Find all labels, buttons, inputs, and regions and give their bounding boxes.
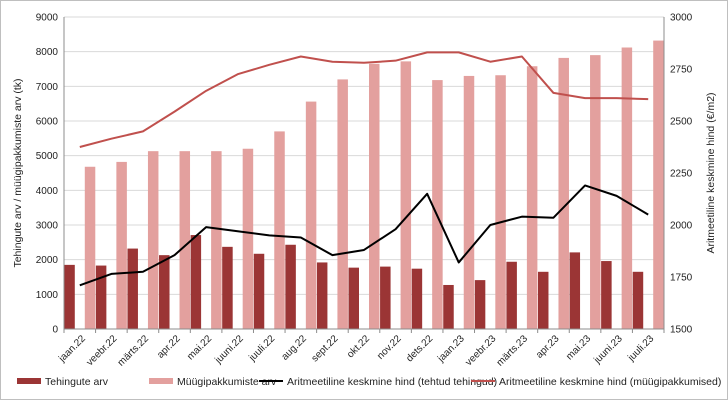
bar	[443, 284, 454, 329]
left-tick-label: 7000	[36, 82, 59, 93]
legend-swatch	[149, 378, 173, 384]
bar	[147, 151, 159, 329]
x-tick-label: juuni.23	[591, 333, 625, 367]
bar	[64, 264, 75, 329]
bar	[190, 235, 202, 329]
bar	[380, 266, 391, 329]
bar	[632, 271, 644, 329]
bar	[274, 131, 285, 329]
line-series	[79, 51, 649, 287]
bar-series	[64, 40, 664, 330]
x-tick-label: veebr.23	[464, 333, 499, 368]
left-tick-label: 1000	[36, 290, 59, 301]
bar	[316, 262, 328, 329]
bar	[432, 80, 443, 330]
bar	[369, 63, 380, 330]
right-tick-label: 3000	[670, 13, 693, 24]
left-tick-label: 6000	[36, 117, 59, 128]
right-tick-label: 1500	[670, 325, 693, 336]
legend-label: Müügipakkumiste arv	[177, 376, 277, 388]
legend-swatch	[17, 378, 41, 384]
bar	[495, 75, 506, 330]
bar	[621, 47, 633, 330]
bar	[253, 253, 265, 329]
bar	[463, 75, 475, 329]
bar	[537, 271, 549, 329]
bar	[84, 166, 96, 329]
x-tick-label: märts.22	[116, 333, 152, 369]
bar	[179, 151, 191, 329]
x-tick-label: jaan.22	[56, 333, 88, 365]
left-tick-label: 8000	[36, 47, 59, 58]
bar	[348, 267, 359, 329]
left-tick-label: 9000	[36, 13, 59, 24]
bar	[400, 61, 412, 330]
legend-label: Aritmeetiline keskmine hind (müügipakkum…	[499, 376, 721, 388]
bar	[222, 246, 233, 329]
right-axis-title: Aritmeetiline keskmine hind (€/m2)	[705, 92, 717, 253]
bar	[506, 261, 517, 329]
bar	[337, 79, 348, 330]
x-tick-label: sept.22	[310, 333, 341, 364]
bar	[569, 252, 581, 329]
legend-label: Aritmeetiline keskmine hind (tehtud tehi…	[287, 376, 497, 388]
bar	[159, 255, 170, 329]
x-tick-label: märts.23	[495, 333, 531, 369]
bar	[411, 268, 423, 329]
left-tick-label: 4000	[36, 186, 59, 197]
x-tick-label: mai.22	[185, 333, 214, 362]
bar	[474, 280, 486, 329]
bar	[285, 244, 296, 329]
x-tick-label: dets.22	[404, 333, 435, 364]
right-tick-label: 2250	[670, 169, 693, 180]
legend: Tehingute arv Müügipakkumiste arv Aritmeet…	[17, 376, 721, 388]
bar	[127, 248, 138, 329]
x-tick-label: jaan.23	[435, 333, 467, 365]
right-tick-label: 2000	[670, 221, 693, 232]
right-tick-label: 1750	[670, 273, 693, 284]
left-tick-label: 3000	[36, 221, 59, 232]
series-line	[79, 184, 649, 287]
left-tick-label: 0	[52, 325, 58, 336]
bar	[601, 261, 612, 329]
bar	[95, 265, 107, 329]
x-tick-label: apr.22	[155, 333, 183, 361]
left-tick-label: 5000	[36, 151, 59, 162]
x-tick-label: apr.23	[534, 333, 562, 361]
bar	[590, 55, 601, 330]
series-line	[79, 51, 649, 148]
right-tick-label: 2500	[670, 117, 693, 128]
x-tick-label: nov.22	[375, 333, 404, 362]
bar	[558, 57, 569, 329]
bar	[526, 66, 538, 329]
bar	[305, 101, 317, 329]
bar	[116, 161, 127, 329]
x-tick-label: juuli.22	[246, 333, 277, 364]
x-tick-label: juuni.22	[213, 333, 247, 367]
x-tick-label: okt.22	[345, 333, 372, 360]
right-tick-label: 2750	[670, 65, 693, 76]
x-tick-label: aug.22	[280, 333, 310, 363]
bar	[242, 148, 254, 329]
legend-label: Tehingute arv	[45, 376, 109, 388]
x-tick-label: mai.23	[564, 333, 593, 362]
bar	[211, 151, 222, 329]
x-tick-label: veebr.22	[85, 333, 120, 368]
x-tick-label: juuli.23	[625, 333, 656, 364]
left-axis-title: Tehingute arv / müügipakkumiste arv (tk)	[12, 78, 24, 267]
left-tick-label: 2000	[36, 255, 59, 266]
bar	[653, 40, 664, 329]
